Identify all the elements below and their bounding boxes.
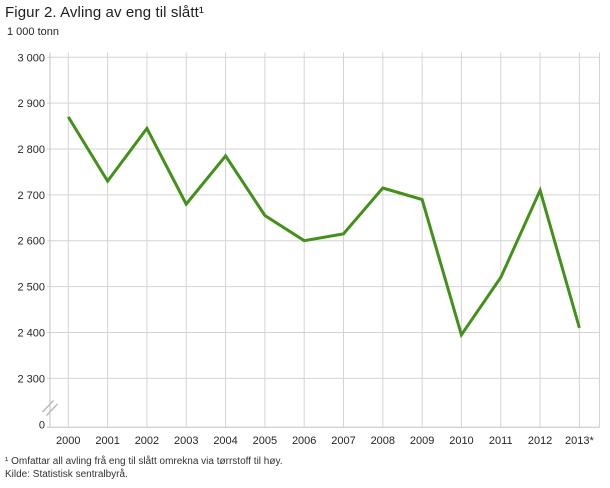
footnote-text: ¹ Omfattar all avling frå eng til slått … xyxy=(5,456,283,467)
axis-break-icon xyxy=(41,400,55,413)
x-tick-label: 2010 xyxy=(449,435,473,447)
x-tick-label: 2006 xyxy=(292,435,316,447)
axis-break-icon xyxy=(45,403,59,416)
x-tick-label: 2009 xyxy=(410,435,434,447)
x-tick-label: 2003 xyxy=(174,435,198,447)
x-tick-label: 2007 xyxy=(331,435,355,447)
line-chart: 3 000 2 900 2 800 2 700 2 600 2 500 2 400 2 300… xyxy=(17,52,600,447)
source-text: Kilde: Statistisk sentralbyrå. xyxy=(5,469,128,480)
data-series-line xyxy=(67,116,581,339)
x-tick-label: 2000 xyxy=(56,435,80,447)
figure-title: Figur 2. Avling av eng til slått¹ xyxy=(5,4,204,21)
y-zero-label: 0 xyxy=(39,419,45,431)
y-tick-label: 2 400 xyxy=(17,327,45,339)
y-tick-label: 2 700 xyxy=(17,190,45,202)
y-tick-label: 2 600 xyxy=(17,236,45,248)
x-tick-label: 2013* xyxy=(565,435,594,447)
x-tick-label: 2005 xyxy=(253,435,277,447)
y-tick-label: 2 300 xyxy=(17,373,45,385)
y-tick-label: 2 500 xyxy=(17,282,45,294)
y-tick-label: 2 800 xyxy=(17,144,45,156)
x-tick-label: 2011 xyxy=(489,435,513,447)
x-tick-label: 2004 xyxy=(213,435,237,447)
x-tick-label: 2001 xyxy=(95,435,119,447)
x-tick-label: 2012 xyxy=(528,435,552,447)
y-tick-label: 3 000 xyxy=(17,52,45,64)
x-tick-label: 2002 xyxy=(135,435,159,447)
x-tick-label: 2008 xyxy=(371,435,395,447)
y-axis-unit-label: 1 000 tonn xyxy=(7,26,59,38)
y-tick-label: 2 900 xyxy=(17,98,45,110)
